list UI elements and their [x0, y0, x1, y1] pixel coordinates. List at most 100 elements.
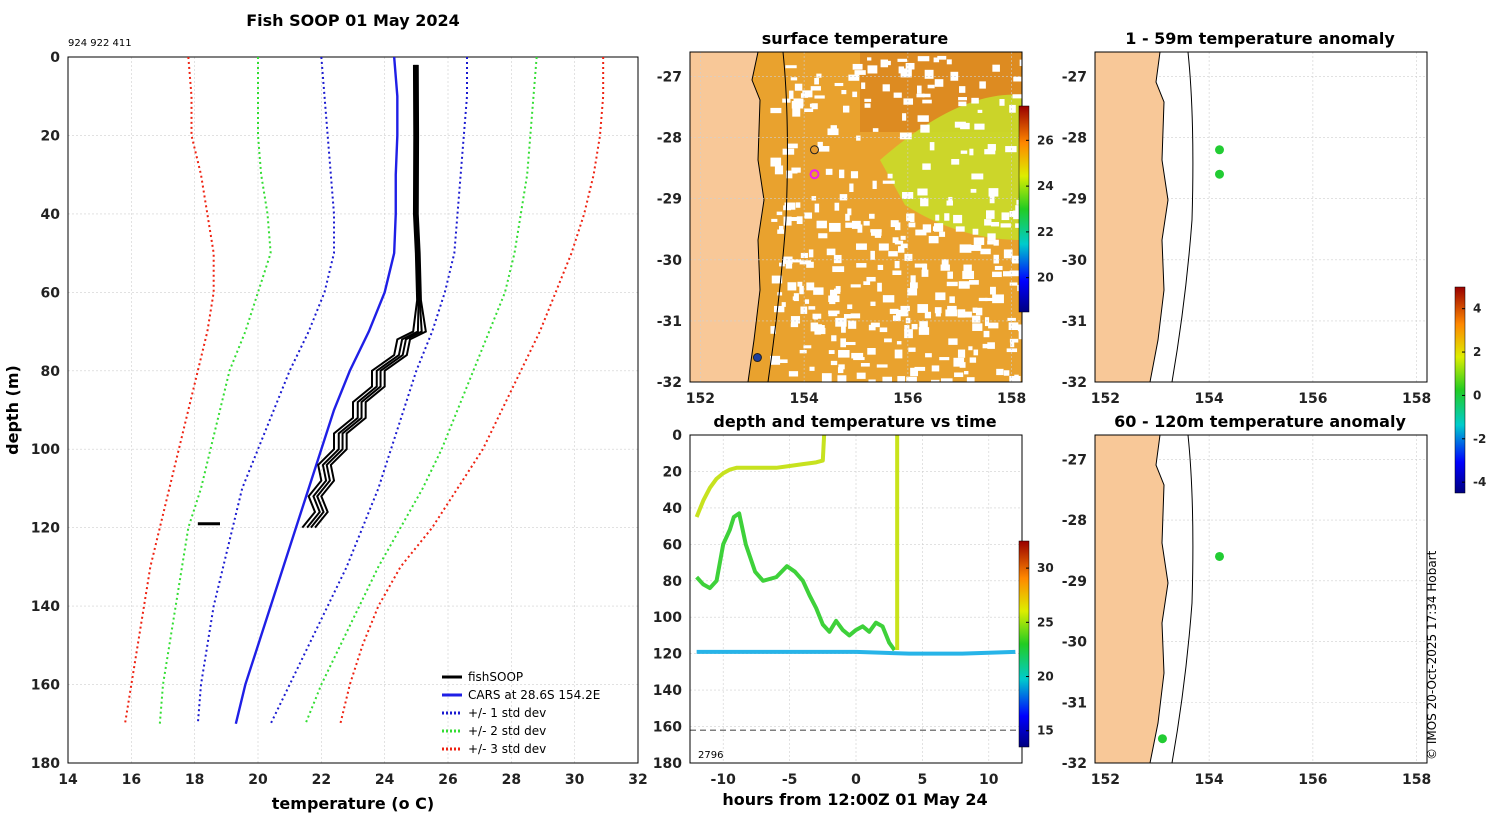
sst-cloud-pixel: [944, 213, 950, 221]
sst-cloud-pixel: [921, 269, 929, 277]
sst-cloud-pixel: [797, 281, 803, 287]
sst-cloud-pixel: [830, 360, 838, 366]
sst-cloud-pixel: [900, 243, 908, 249]
anomaly-shallow-x-tick-label: 154: [1195, 391, 1224, 407]
sst-cloud-pixel: [928, 235, 939, 244]
sst-cloud-pixel: [916, 93, 925, 98]
sst-cloud-pixel: [903, 98, 914, 105]
anomaly-colorbar-tick-label: -4: [1473, 475, 1486, 489]
sst-cloud-pixel: [958, 281, 970, 289]
sst-cloud-pixel: [785, 65, 797, 69]
sst-cloud-pixel: [892, 237, 899, 243]
sst-cloud-pixel: [784, 202, 796, 210]
main-y-tick-label: 140: [31, 599, 60, 615]
sst-cloud-pixel: [770, 355, 781, 365]
sst-cloud-pixel: [887, 173, 893, 179]
timeseries-y-tick-label: 140: [653, 683, 682, 699]
sst-cloud-pixel: [958, 101, 967, 107]
sst-cloud-pixel: [778, 225, 784, 234]
anomaly-deep-land: [1095, 435, 1169, 763]
sst-cloud-pixel: [849, 183, 854, 192]
sst-cloud-pixel: [792, 259, 802, 263]
sst-cloud-pixel: [904, 324, 910, 331]
sst-cloud-pixel: [918, 327, 930, 335]
anomaly-deep-y-tick-label: -31: [1062, 695, 1087, 711]
sst-cloud-pixel: [979, 81, 986, 89]
std2-lower-line: [158, 57, 272, 724]
main-y-tick-label: 60: [41, 285, 61, 301]
std3-lower-line: [124, 57, 215, 724]
sst-cloud-pixel: [845, 341, 856, 346]
sst-cloud-pixel: [931, 379, 940, 382]
main-x-tick-label: 24: [375, 772, 395, 788]
sst-x-tick-label: 158: [997, 391, 1026, 407]
sst-cloud-pixel: [910, 367, 919, 377]
sst-y-tick-label: -32: [657, 375, 682, 391]
sst-land: [690, 52, 765, 382]
anomaly-deep-map: [1095, 435, 1427, 763]
sst-cloud-pixel: [847, 304, 853, 309]
sst-cloud-pixel: [955, 226, 965, 232]
sst-cloud-pixel: [934, 307, 942, 314]
legend-label: fishSOOP: [468, 670, 523, 684]
sst-y-tick-label: -28: [657, 131, 682, 147]
sst-cloud-pixel: [920, 124, 930, 133]
sst-cloud-pixel: [834, 256, 839, 261]
sst-cloud-pixel: [868, 324, 876, 331]
sst-cloud-pixel: [790, 77, 798, 81]
sst-cloud-pixel: [809, 366, 815, 371]
sst-cloud-pixel: [814, 95, 825, 99]
sst-cloud-pixel: [894, 349, 903, 359]
timeseries-colorbar-tick-label: 25: [1037, 615, 1054, 629]
sst-cloud-pixel: [856, 243, 867, 250]
sst-cloud-pixel: [790, 316, 801, 324]
sst-cloud-pixel: [856, 135, 861, 141]
anomaly-deep-points: [1157, 551, 1224, 744]
sst-cloud-pixel: [1006, 348, 1018, 353]
sst-cloud-pixel: [803, 345, 812, 349]
timeseries-x-tick-label: 5: [918, 772, 928, 788]
std2-upper-line: [304, 57, 538, 725]
sst-cloud-pixel: [794, 83, 803, 91]
sst-cloud-pixel: [939, 231, 946, 237]
sst-cloud-pixel: [814, 203, 820, 213]
sst-cloud-pixel: [985, 297, 994, 302]
main-axes-box: [67, 56, 639, 764]
sst-cloud-pixel: [948, 196, 953, 205]
anomaly-colorbar: [1454, 286, 1466, 494]
sst-cloud-pixel: [1001, 212, 1010, 221]
sst-cloud-pixel: [810, 322, 819, 332]
sst-cloud-pixel: [1013, 210, 1022, 220]
sst-cloud-pixel: [804, 108, 814, 113]
sst-cloud-pixel: [828, 350, 835, 355]
sst-cloud-pixel: [783, 216, 792, 226]
sst-cloud-pixel: [834, 288, 841, 294]
sst-title: surface temperature: [762, 29, 949, 48]
sst-cloud-pixel: [968, 346, 973, 351]
sst-cloud-pixel: [984, 149, 996, 155]
sst-cloud-pixel: [969, 148, 974, 156]
sst-cloud-pixel: [792, 107, 801, 117]
sst-cloud-pixel: [879, 327, 888, 333]
anomaly-shallow-y-tick-label: -32: [1062, 375, 1087, 391]
sst-cloud-pixel: [1009, 282, 1018, 286]
anomaly-shallow-x-tick-label: 156: [1298, 391, 1327, 407]
sst-cloud-pixel: [959, 86, 966, 93]
sst-cloud-pixel: [771, 218, 778, 222]
sst-cloud-pixel: [978, 297, 988, 302]
sst-cloud-pixel: [980, 248, 991, 255]
sst-cloud-pixel: [904, 253, 913, 261]
sst-cloud-pixel: [917, 56, 930, 62]
sst-cloud-pixel: [1003, 249, 1013, 259]
anomaly-shallow-isobath: [1171, 52, 1194, 382]
anomaly-colorbar-tick-label: 2: [1473, 345, 1481, 359]
sst-cloud-pixel: [770, 157, 782, 167]
sst-cloud-pixel: [870, 229, 882, 233]
sst-cloud-pixel: [972, 228, 979, 235]
main-y-tick-label: 40: [41, 207, 61, 223]
sst-cloud-pixel: [821, 373, 832, 382]
std1-upper-line: [269, 57, 468, 725]
timeseries-lines: [690, 435, 1022, 731]
sst-cloud-pixel: [969, 357, 977, 363]
timeseries-x-tick-label: -10: [711, 772, 737, 788]
